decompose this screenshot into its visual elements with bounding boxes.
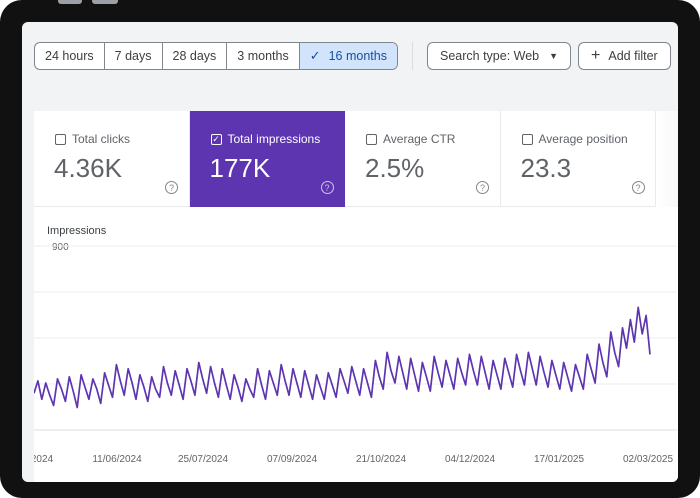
x-tick-label: 21/10/2024: [356, 454, 406, 465]
help-icon[interactable]: ?: [165, 181, 178, 194]
help-icon[interactable]: ?: [320, 181, 334, 194]
metric-header: Average position: [521, 132, 628, 146]
device-edge-tab: [58, 0, 82, 4]
date-range-16-months[interactable]: ✓ 16 months: [299, 43, 397, 69]
performance-card: Total clicks 4.36K ? ✓ Total impressions…: [34, 111, 678, 482]
caret-down-icon: ▼: [549, 51, 559, 61]
date-range-selector: 24 hours 7 days 28 days 3 months ✓ 16 mo…: [34, 42, 398, 70]
help-icon[interactable]: ?: [631, 181, 645, 194]
metric-value: 177K: [209, 153, 271, 183]
x-tick-label: 02/03/2025: [623, 454, 673, 465]
metric-label: Average position: [538, 132, 628, 146]
filter-toolbar: 24 hours 7 days 28 days 3 months ✓ 16 mo…: [34, 42, 671, 70]
impressions-chart: Impressions 900 2024 11/06/2024 25/07/2024 07…: [34, 207, 678, 482]
metric-value: 4.36K: [54, 153, 122, 183]
metric-value: 2.5%: [365, 153, 425, 183]
metric-label: Total clicks: [72, 132, 131, 146]
chart-svg: Impressions 900 2024 11/06/2024 25/07/2024 07…: [34, 225, 677, 465]
y-tick-label: 900: [52, 242, 69, 253]
date-range-7-days[interactable]: 7 days: [105, 43, 163, 69]
checkmark-icon: ✓: [309, 48, 321, 63]
metric-card-average-ctr[interactable]: Average CTR 2.5% ?: [345, 111, 501, 207]
x-tick-label: 07/09/2024: [267, 454, 317, 465]
x-tick-label: 17/01/2025: [534, 454, 584, 465]
date-range-label: 24 hours: [45, 49, 94, 63]
checkbox-icon[interactable]: [366, 133, 377, 145]
search-type-label: Search type: Web: [439, 49, 540, 63]
date-range-label: 7 days: [114, 49, 152, 63]
metric-header: ✓ Total impressions: [210, 132, 321, 146]
toolbar-divider: [411, 42, 413, 70]
x-tick-label: 2024: [34, 454, 54, 465]
device-edge-tab: [92, 0, 118, 4]
date-range-24-hours[interactable]: 24 hours: [35, 43, 105, 69]
metric-value: 23.3: [520, 153, 572, 183]
checkbox-icon[interactable]: [521, 133, 533, 145]
search-console-performance-screen: 24 hours 7 days 28 days 3 months ✓ 16 mo…: [22, 22, 678, 482]
add-filter-button[interactable]: + Add filter: [578, 42, 671, 70]
date-range-label: 16 months: [328, 49, 387, 63]
checkbox-checked-icon[interactable]: ✓: [210, 133, 222, 145]
metric-label: Total impressions: [227, 132, 321, 146]
checkbox-icon[interactable]: [55, 133, 66, 145]
search-type-dropdown[interactable]: Search type: Web ▼: [426, 42, 572, 70]
x-tick-label: 11/06/2024: [92, 454, 142, 465]
help-icon[interactable]: ?: [476, 181, 489, 194]
x-tick-label: 25/07/2024: [178, 454, 228, 465]
metric-cards: Total clicks 4.36K ? ✓ Total impressions…: [34, 111, 656, 207]
plus-icon: +: [591, 47, 601, 64]
metric-card-average-position[interactable]: Average position 23.3 ?: [500, 111, 656, 207]
metrics-scroll-fade: [656, 111, 678, 207]
add-filter-label: Add filter: [608, 49, 658, 63]
date-range-label: 3 months: [237, 49, 289, 63]
x-tick-label: 04/12/2024: [445, 454, 495, 465]
metric-card-total-clicks[interactable]: Total clicks 4.36K ?: [34, 111, 190, 207]
y-axis-title: Impressions: [47, 225, 107, 237]
date-range-28-days[interactable]: 28 days: [163, 43, 228, 69]
metric-header: Total clicks: [55, 132, 130, 146]
date-range-label: 28 days: [172, 49, 217, 63]
date-range-3-months[interactable]: 3 months: [227, 43, 300, 69]
metric-header: Average CTR: [366, 132, 455, 146]
metric-card-total-impressions[interactable]: ✓ Total impressions 177K ?: [189, 111, 345, 207]
metric-label: Average CTR: [383, 132, 456, 146]
impressions-series-line: [34, 306, 651, 409]
